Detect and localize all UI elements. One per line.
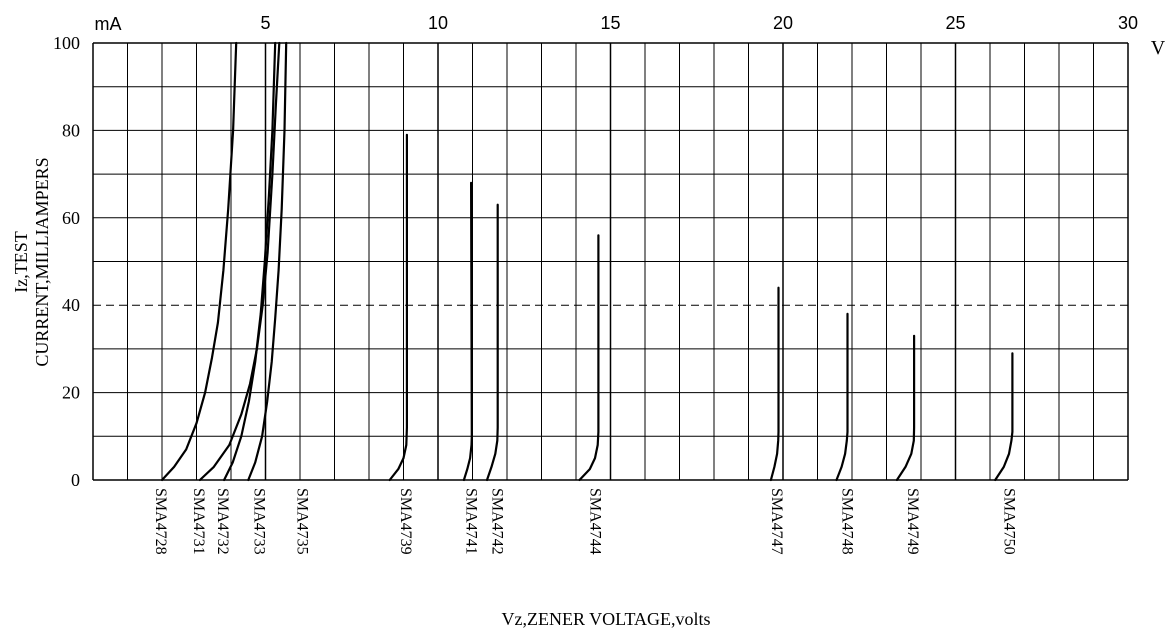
curve-sma4750 (994, 352, 1014, 482)
y-unit-label: mA (95, 14, 122, 34)
curve-sma4744 (578, 234, 600, 482)
x-tick-label: 30 (1118, 13, 1138, 33)
grid (92, 42, 1129, 481)
curves (160, 41, 1014, 482)
y-tick-label: 0 (71, 470, 80, 490)
curve-sma4749 (895, 334, 916, 482)
y-axis-title: Iz,TEST CURRENT,MILLIAMPERS (11, 157, 52, 366)
curve-sma4732 (223, 41, 277, 482)
x-tick-label: 5 (260, 13, 270, 33)
series-label-sma4739: SMA4739 (397, 488, 414, 555)
y-tick-label: 100 (53, 33, 80, 53)
series-label-sma4731: SMA4731 (190, 488, 207, 555)
curve-sma4733 (247, 41, 288, 482)
series-label-sma4735: SMA4735 (293, 488, 310, 555)
series-label-sma4747: SMA4747 (768, 488, 785, 555)
series-label-sma4744: SMA4744 (587, 488, 604, 555)
curve-sma4747 (769, 286, 780, 482)
x-tick-label: 25 (945, 13, 965, 33)
labels: 0 20 40 60 80 100 5 10 15 20 25 30 SMA4728 SMA4731 SMA… (53, 13, 1138, 555)
curve-sma4728 (160, 41, 238, 482)
x-unit-label: V (1151, 37, 1166, 59)
series-label-sma4749: SMA4749 (904, 488, 921, 555)
series-label-sma4733: SMA4733 (250, 488, 267, 555)
x-tick-label: 20 (773, 13, 793, 33)
series-label-sma4732: SMA4732 (214, 488, 231, 555)
x-tick-label: 15 (600, 13, 620, 33)
series-label-sma4741: SMA4741 (463, 488, 480, 555)
series-label-sma4750: SMA4750 (1001, 488, 1018, 555)
y-tick-label: 80 (62, 120, 80, 140)
series-label-sma4748: SMA4748 (839, 488, 856, 555)
curve-sma4741 (462, 181, 473, 482)
curve-sma4739 (388, 133, 408, 482)
curve-sma4742 (485, 203, 499, 482)
x-tick-label: 10 (428, 13, 448, 33)
curve-sma4748 (835, 312, 849, 482)
y-axis-title-line-2: CURRENT,MILLIAMPERS (32, 157, 52, 366)
y-tick-label: 40 (62, 295, 80, 315)
x-axis-title: Vz,ZENER VOLTAGE,volts (501, 609, 710, 629)
series-label-sma4742: SMA4742 (488, 488, 505, 555)
y-tick-label: 60 (62, 208, 80, 228)
y-tick-label: 20 (62, 383, 80, 403)
y-axis-title-line-1: Iz,TEST (11, 231, 31, 292)
series-label-sma4728: SMA4728 (152, 488, 169, 555)
